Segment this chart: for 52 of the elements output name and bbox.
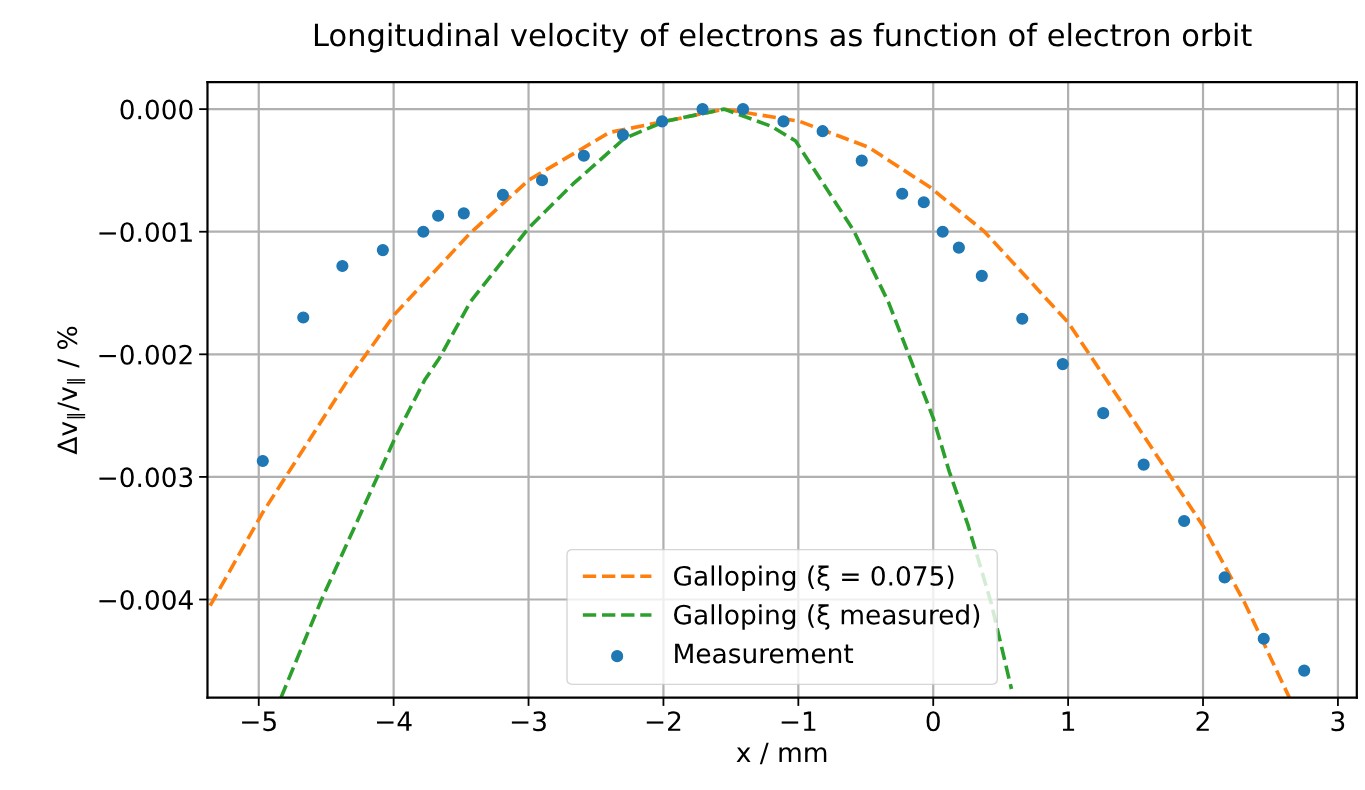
point: [936, 225, 949, 238]
x-tick-label: −2: [646, 711, 681, 731]
point: [417, 225, 430, 238]
legend-label: Galloping (ξ = 0.075): [674, 565, 954, 592]
point: [577, 149, 590, 162]
x-tick-label: 0: [926, 711, 940, 732]
point: [1178, 514, 1191, 528]
point: [297, 311, 310, 324]
x-tick-label: 1: [1062, 711, 1075, 731]
y-tick-label: −0.001: [99, 222, 192, 243]
y-axis-title: Δv$_{∥}$/v$_{∥}$ / %: [57, 326, 86, 455]
point: [777, 115, 790, 128]
point: [1257, 632, 1270, 645]
point: [535, 174, 549, 187]
point: [336, 259, 349, 273]
line-series: [279, 107, 1014, 698]
x-tick-label: 3: [1331, 711, 1345, 732]
x-tick-label: −4: [376, 711, 412, 731]
point: [256, 454, 269, 468]
x-tick-label: −1: [781, 711, 816, 731]
x-tick-label: 2: [1196, 711, 1209, 731]
x-tick-label: −5: [242, 711, 276, 732]
point: [616, 128, 630, 141]
y-tick-label: −0.003: [99, 467, 193, 488]
point: [432, 209, 445, 222]
point: [457, 207, 470, 220]
point: [855, 154, 868, 167]
legend-label: Measurement: [675, 643, 854, 664]
point: [896, 187, 909, 200]
legend-label: Galloping (ξ measured): [674, 604, 980, 630]
y-tick-label: −0.004: [99, 589, 193, 610]
point: [1298, 664, 1311, 677]
point: [1097, 407, 1110, 420]
point: [496, 188, 509, 202]
y-tick-label: 0.000: [120, 99, 193, 120]
point: [736, 103, 750, 116]
point: [696, 103, 709, 116]
x-tick-label: −3: [511, 711, 546, 732]
point: [1137, 458, 1150, 471]
point: [376, 244, 389, 257]
point: [1218, 571, 1231, 584]
point: [952, 241, 965, 254]
point: [917, 196, 930, 209]
x-axis-title: x / mm: [736, 742, 827, 765]
point: [1056, 358, 1069, 371]
point: [1016, 312, 1029, 325]
y-tick-label: −0.002: [99, 344, 192, 365]
point: [816, 125, 829, 138]
point: [975, 269, 988, 282]
chart-title: Longitudinal velocity of electrons as function of electron orbit: [314, 22, 1252, 53]
line-series: [208, 107, 1292, 698]
point: [656, 115, 669, 128]
